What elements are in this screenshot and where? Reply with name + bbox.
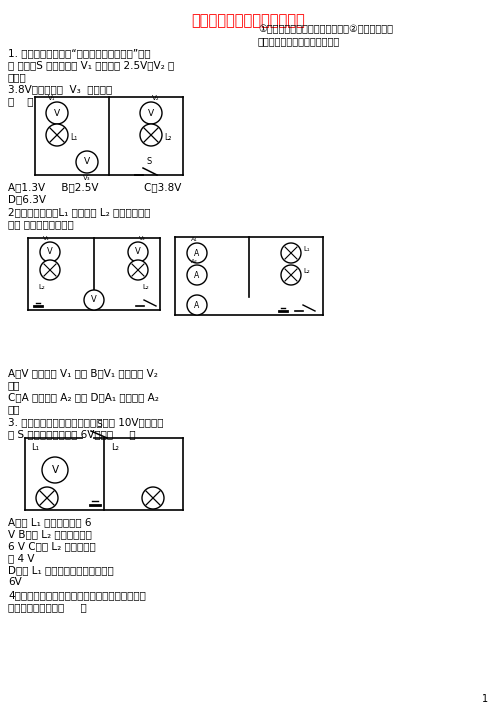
Circle shape (40, 242, 60, 262)
Text: 6 V C．灯 L₂ 两端的电压: 6 V C．灯 L₂ 两端的电压 (8, 541, 96, 551)
Text: 6V: 6V (8, 577, 22, 587)
Text: C．A 示数等于 A₂ 示数 D．A₁ 示数大于 A₂: C．A 示数等于 A₂ 示数 D．A₁ 示数大于 A₂ (8, 392, 159, 402)
Circle shape (140, 124, 162, 146)
Text: V: V (51, 465, 59, 475)
Text: 示数: 示数 (8, 380, 20, 390)
Text: 关 S 后，电压表示数为 6V，则（     ）: 关 S 后，电压表示数为 6V，则（ ） (8, 429, 136, 439)
Text: L₂: L₂ (39, 284, 45, 290)
Text: V₁: V₁ (48, 95, 56, 101)
Text: L₂: L₂ (164, 133, 171, 142)
Text: 探究串、并联电路中电压基础: 探究串、并联电路中电压基础 (191, 13, 305, 28)
Circle shape (140, 102, 162, 124)
Text: V B．灯 L₂ 两端的电压为: V B．灯 L₂ 两端的电压为 (8, 529, 92, 539)
Text: 为 4 V: 为 4 V (8, 553, 34, 563)
Text: L₁: L₁ (31, 443, 39, 452)
Text: ①熟悧电压表的量程和正确读法；②正确读出所测: ①熟悧电压表的量程和正确读法；②正确读出所测 (258, 24, 393, 34)
Circle shape (36, 487, 58, 509)
Text: S: S (147, 157, 152, 166)
Text: A: A (194, 270, 200, 279)
Text: 2．图所示电路，L₁ 的电阵比 L₂ 的小，开关闭: 2．图所示电路，L₁ 的电阵比 L₂ 的小，开关闭 (8, 207, 151, 217)
Text: V: V (84, 157, 90, 166)
Circle shape (46, 124, 68, 146)
Text: A: A (194, 300, 200, 310)
Circle shape (187, 243, 207, 263)
Text: L₂: L₂ (143, 284, 150, 290)
Text: A₁: A₁ (191, 237, 197, 242)
Text: 量的电压的数据，并记录下来；: 量的电压的数据，并记录下来； (258, 36, 340, 46)
Text: L₂: L₂ (111, 443, 119, 452)
Text: 示数: 示数 (8, 404, 20, 414)
Text: A．1.3V     B．2.5V              C．3.8V: A．1.3V B．2.5V C．3.8V (8, 182, 181, 192)
Text: A．灯 L₁ 两端的电压为 6: A．灯 L₁ 两端的电压为 6 (8, 517, 91, 527)
Text: 1. 如图所示，在探究“串联电路电压的关系”时，: 1. 如图所示，在探究“串联电路电压的关系”时， (8, 48, 151, 58)
Text: 1: 1 (482, 694, 488, 702)
Text: V: V (47, 248, 53, 256)
Text: V: V (91, 296, 97, 305)
Circle shape (187, 265, 207, 285)
Text: V₁: V₁ (43, 236, 49, 241)
Text: V: V (148, 109, 154, 117)
Circle shape (42, 457, 68, 483)
Circle shape (46, 102, 68, 124)
Text: V: V (54, 109, 60, 117)
Text: 步骤正确的顺序是（     ）: 步骤正确的顺序是（ ） (8, 602, 87, 612)
Text: A．V 示数等于 V₁ 示数 B．V₁ 示数大于 V₂: A．V 示数等于 V₁ 示数 B．V₁ 示数大于 V₂ (8, 368, 158, 378)
Circle shape (128, 242, 148, 262)
Text: D．6.3V: D．6.3V (8, 194, 46, 204)
Circle shape (76, 151, 98, 173)
Text: 示数是: 示数是 (8, 72, 27, 82)
Text: V₃: V₃ (83, 175, 91, 181)
Text: 合， 灯均发光，则（）: 合， 灯均发光，则（） (8, 219, 74, 229)
Text: V₂: V₂ (152, 95, 160, 101)
Circle shape (40, 260, 60, 280)
Text: V₂: V₂ (139, 236, 146, 241)
Text: L₁: L₁ (70, 133, 77, 142)
Circle shape (187, 295, 207, 315)
Circle shape (84, 290, 104, 310)
Text: D．灯 L₁ 和电源两端的电压之和为: D．灯 L₁ 和电源两端的电压之和为 (8, 565, 114, 575)
Text: A₂: A₂ (191, 259, 197, 264)
Text: L₂: L₂ (303, 268, 310, 274)
Circle shape (128, 260, 148, 280)
Text: A: A (194, 249, 200, 258)
Text: （    ）: （ ） (8, 96, 33, 106)
Circle shape (281, 243, 301, 263)
Text: L₁: L₁ (303, 246, 310, 252)
Text: 3.8V，则电压表  V₃  的示数是: 3.8V，则电压表 V₃ 的示数是 (8, 84, 112, 94)
Text: 闭 合开关S 后，电压表 V₁ 的示数是 2.5V，V₂ 的: 闭 合开关S 后，电压表 V₁ 的示数是 2.5V，V₂ 的 (8, 60, 174, 70)
Text: S: S (96, 420, 102, 429)
Text: V: V (135, 248, 141, 256)
Circle shape (281, 265, 301, 285)
Text: 4．在探究串联电路中的电压规律时，下列的实验: 4．在探究串联电路中的电压规律时，下列的实验 (8, 590, 146, 600)
Text: 3. 如图所示电路中，已知电源电压为 10V，闭合开: 3. 如图所示电路中，已知电源电压为 10V，闭合开 (8, 417, 164, 427)
Circle shape (142, 487, 164, 509)
